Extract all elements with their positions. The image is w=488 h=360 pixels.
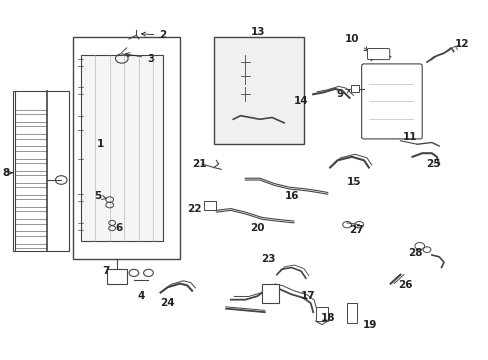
Text: 24: 24 [160,298,175,308]
Text: 12: 12 [454,39,468,49]
Text: 25: 25 [425,159,440,169]
Bar [262,284,279,303]
Text: 8: 8 [2,168,12,178]
Text: 4: 4 [137,291,144,301]
Text: 23: 23 [261,253,275,264]
Text: 22: 22 [187,203,202,213]
Text: 10: 10 [344,34,367,51]
FancyBboxPatch shape [361,64,421,139]
Text: 13: 13 [251,27,265,37]
Text: 16: 16 [285,191,299,201]
Text: 15: 15 [346,177,361,187]
Text: 21: 21 [192,159,206,169]
Text: 7: 7 [102,266,110,276]
Text: 19: 19 [363,320,377,330]
Text: 18: 18 [320,312,334,323]
Text: 1: 1 [96,139,103,149]
Bar [81,55,163,241]
Bar [107,269,126,284]
Bar [73,37,180,258]
Text: 27: 27 [349,225,364,235]
Text: 20: 20 [250,223,264,233]
Text: 3: 3 [125,53,154,64]
Bar [13,91,68,251]
Text: 26: 26 [397,280,412,291]
Bar [315,307,327,321]
Bar [350,85,359,93]
Bar [213,37,303,144]
Text: 28: 28 [407,248,421,258]
Text: 17: 17 [301,291,315,301]
Bar [204,202,216,210]
Text: 5: 5 [94,191,106,201]
Text: 14: 14 [293,96,308,107]
Text: 2: 2 [141,30,166,40]
Text: 9: 9 [336,89,349,99]
Text: 6: 6 [116,223,123,233]
FancyBboxPatch shape [366,49,389,60]
Text: 11: 11 [402,132,416,142]
Bar [346,303,356,323]
